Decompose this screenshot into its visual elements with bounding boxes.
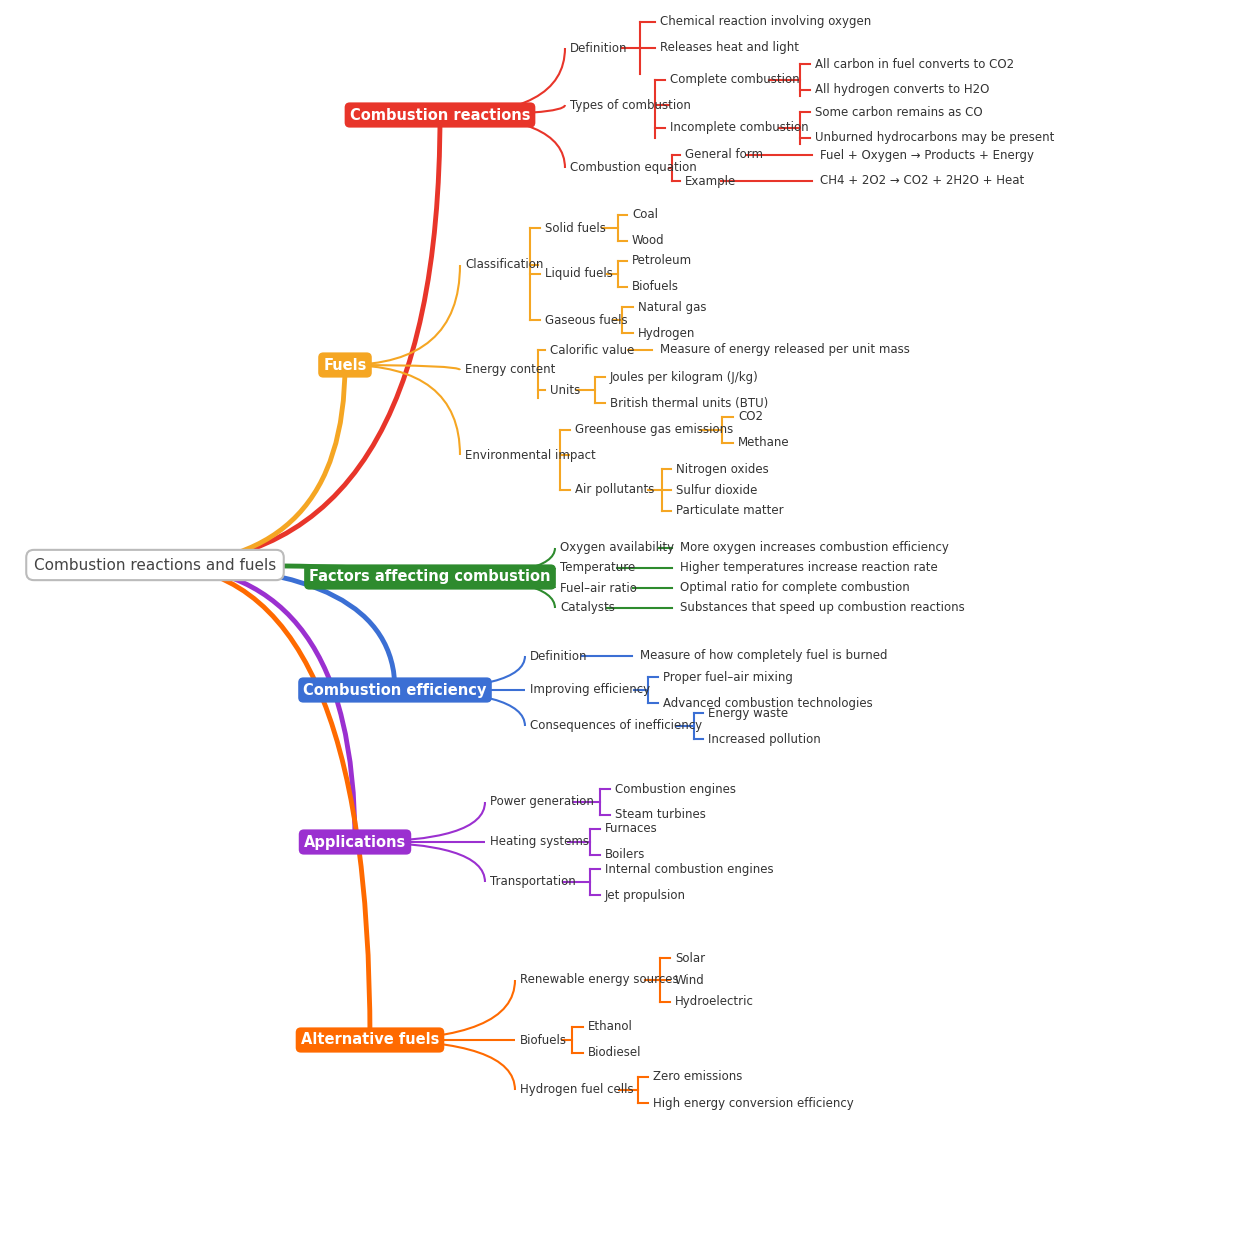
Text: Fuel + Oxygen → Products + Energy: Fuel + Oxygen → Products + Energy: [820, 149, 1034, 161]
Text: Improving efficiency: Improving efficiency: [529, 683, 650, 697]
Text: Natural gas: Natural gas: [639, 300, 707, 314]
Text: Calorific value: Calorific value: [551, 343, 635, 357]
Text: Zero emissions: Zero emissions: [653, 1070, 743, 1084]
Text: Internal combustion engines: Internal combustion engines: [605, 863, 774, 875]
Text: Types of combustion: Types of combustion: [570, 98, 691, 112]
Text: Fuel–air ratio: Fuel–air ratio: [560, 582, 637, 594]
Text: High energy conversion efficiency: High energy conversion efficiency: [653, 1096, 854, 1110]
Text: Complete combustion: Complete combustion: [670, 73, 800, 87]
Text: Classification: Classification: [465, 258, 543, 272]
Text: Nitrogen oxides: Nitrogen oxides: [676, 463, 769, 475]
Text: Jet propulsion: Jet propulsion: [605, 889, 686, 901]
Text: Hydroelectric: Hydroelectric: [675, 996, 754, 1008]
Text: Unburned hydrocarbons may be present: Unburned hydrocarbons may be present: [815, 131, 1054, 145]
Text: Chemical reaction involving oxygen: Chemical reaction involving oxygen: [660, 15, 872, 29]
Text: Solar: Solar: [675, 951, 706, 965]
Text: Combustion equation: Combustion equation: [570, 161, 697, 175]
Text: British thermal units (BTU): British thermal units (BTU): [610, 397, 769, 409]
Text: Particulate matter: Particulate matter: [676, 505, 784, 517]
Text: Coal: Coal: [632, 208, 658, 222]
Text: Proper fuel–air mixing: Proper fuel–air mixing: [663, 671, 792, 683]
Text: Incomplete combustion: Incomplete combustion: [670, 122, 808, 134]
Text: Transportation: Transportation: [490, 875, 575, 889]
Text: Substances that speed up combustion reactions: Substances that speed up combustion reac…: [680, 601, 965, 615]
Text: Catalysts: Catalysts: [560, 601, 615, 615]
Text: Combustion engines: Combustion engines: [615, 782, 737, 796]
Text: Methane: Methane: [738, 436, 790, 450]
Text: CH4 + 2O2 → CO2 + 2H2O + Heat: CH4 + 2O2 → CO2 + 2H2O + Heat: [820, 175, 1024, 187]
Text: Temperature: Temperature: [560, 562, 635, 574]
Text: All carbon in fuel converts to CO2: All carbon in fuel converts to CO2: [815, 57, 1014, 71]
Text: Power generation: Power generation: [490, 796, 594, 808]
Text: Energy content: Energy content: [465, 363, 556, 377]
Text: Higher temperatures increase reaction rate: Higher temperatures increase reaction ra…: [680, 562, 937, 574]
Text: CO2: CO2: [738, 410, 763, 424]
Text: General form: General form: [684, 149, 763, 161]
Text: Definition: Definition: [570, 41, 627, 55]
Text: More oxygen increases combustion efficiency: More oxygen increases combustion efficie…: [680, 542, 949, 554]
Text: Combustion efficiency: Combustion efficiency: [304, 682, 486, 697]
Text: Measure of how completely fuel is burned: Measure of how completely fuel is burned: [640, 650, 888, 662]
Text: Energy waste: Energy waste: [708, 707, 789, 719]
Text: Applications: Applications: [304, 835, 407, 849]
Text: Furnaces: Furnaces: [605, 822, 657, 836]
Text: Renewable energy sources: Renewable energy sources: [520, 973, 678, 987]
Text: Fuels: Fuels: [324, 357, 367, 372]
Text: Solid fuels: Solid fuels: [546, 222, 606, 234]
Text: Example: Example: [684, 175, 737, 187]
Text: Wind: Wind: [675, 973, 704, 987]
Text: Environmental impact: Environmental impact: [465, 449, 595, 461]
Text: Factors affecting combustion: Factors affecting combustion: [309, 569, 551, 584]
Text: Wood: Wood: [632, 234, 665, 248]
Text: Increased pollution: Increased pollution: [708, 733, 821, 745]
Text: Biofuels: Biofuels: [632, 280, 680, 294]
Text: Hydrogen fuel cells: Hydrogen fuel cells: [520, 1084, 634, 1096]
Text: Joules per kilogram (J/kg): Joules per kilogram (J/kg): [610, 371, 759, 383]
Text: Sulfur dioxide: Sulfur dioxide: [676, 484, 758, 496]
Text: Some carbon remains as CO: Some carbon remains as CO: [815, 105, 982, 119]
Text: Air pollutants: Air pollutants: [575, 484, 655, 496]
Text: Petroleum: Petroleum: [632, 254, 692, 268]
Text: All hydrogen converts to H2O: All hydrogen converts to H2O: [815, 83, 990, 97]
Text: Combustion reactions and fuels: Combustion reactions and fuels: [33, 558, 277, 573]
Text: Advanced combustion technologies: Advanced combustion technologies: [663, 697, 873, 709]
Text: Alternative fuels: Alternative fuels: [301, 1033, 439, 1048]
Text: Releases heat and light: Releases heat and light: [660, 41, 799, 55]
Text: Optimal ratio for complete combustion: Optimal ratio for complete combustion: [680, 582, 910, 594]
Text: Biodiesel: Biodiesel: [588, 1047, 641, 1059]
Text: Combustion reactions: Combustion reactions: [350, 108, 531, 123]
Text: Heating systems: Heating systems: [490, 836, 589, 848]
Text: Greenhouse gas emissions: Greenhouse gas emissions: [575, 424, 733, 436]
Text: Gaseous fuels: Gaseous fuels: [546, 314, 627, 326]
Text: Boilers: Boilers: [605, 848, 645, 862]
Text: Biofuels: Biofuels: [520, 1033, 567, 1047]
Text: Measure of energy released per unit mass: Measure of energy released per unit mass: [660, 343, 910, 357]
Text: Oxygen availability: Oxygen availability: [560, 542, 675, 554]
Text: Consequences of inefficiency: Consequences of inefficiency: [529, 719, 702, 733]
Text: Steam turbines: Steam turbines: [615, 808, 706, 821]
Text: Definition: Definition: [529, 650, 588, 662]
Text: Ethanol: Ethanol: [588, 1021, 632, 1033]
Text: Hydrogen: Hydrogen: [639, 326, 696, 340]
Text: Units: Units: [551, 383, 580, 397]
Text: Liquid fuels: Liquid fuels: [546, 268, 613, 280]
